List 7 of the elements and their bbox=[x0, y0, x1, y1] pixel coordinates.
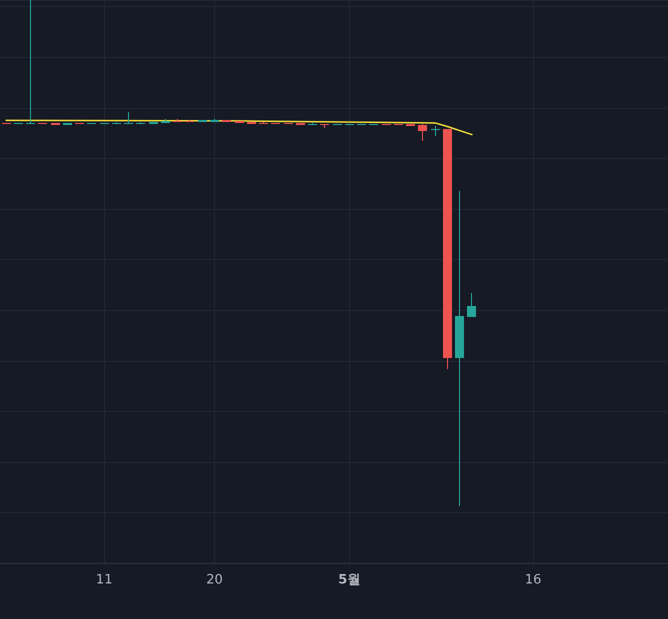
candlestick bbox=[124, 112, 133, 124]
x-tick-label: 16 bbox=[524, 572, 542, 588]
x-tick-label: 20 bbox=[206, 572, 223, 588]
candlestick bbox=[431, 126, 440, 136]
x-tick-label: 11 bbox=[96, 572, 112, 588]
x-tick-label: 5월 bbox=[338, 572, 360, 588]
candlestick bbox=[26, 0, 35, 124]
